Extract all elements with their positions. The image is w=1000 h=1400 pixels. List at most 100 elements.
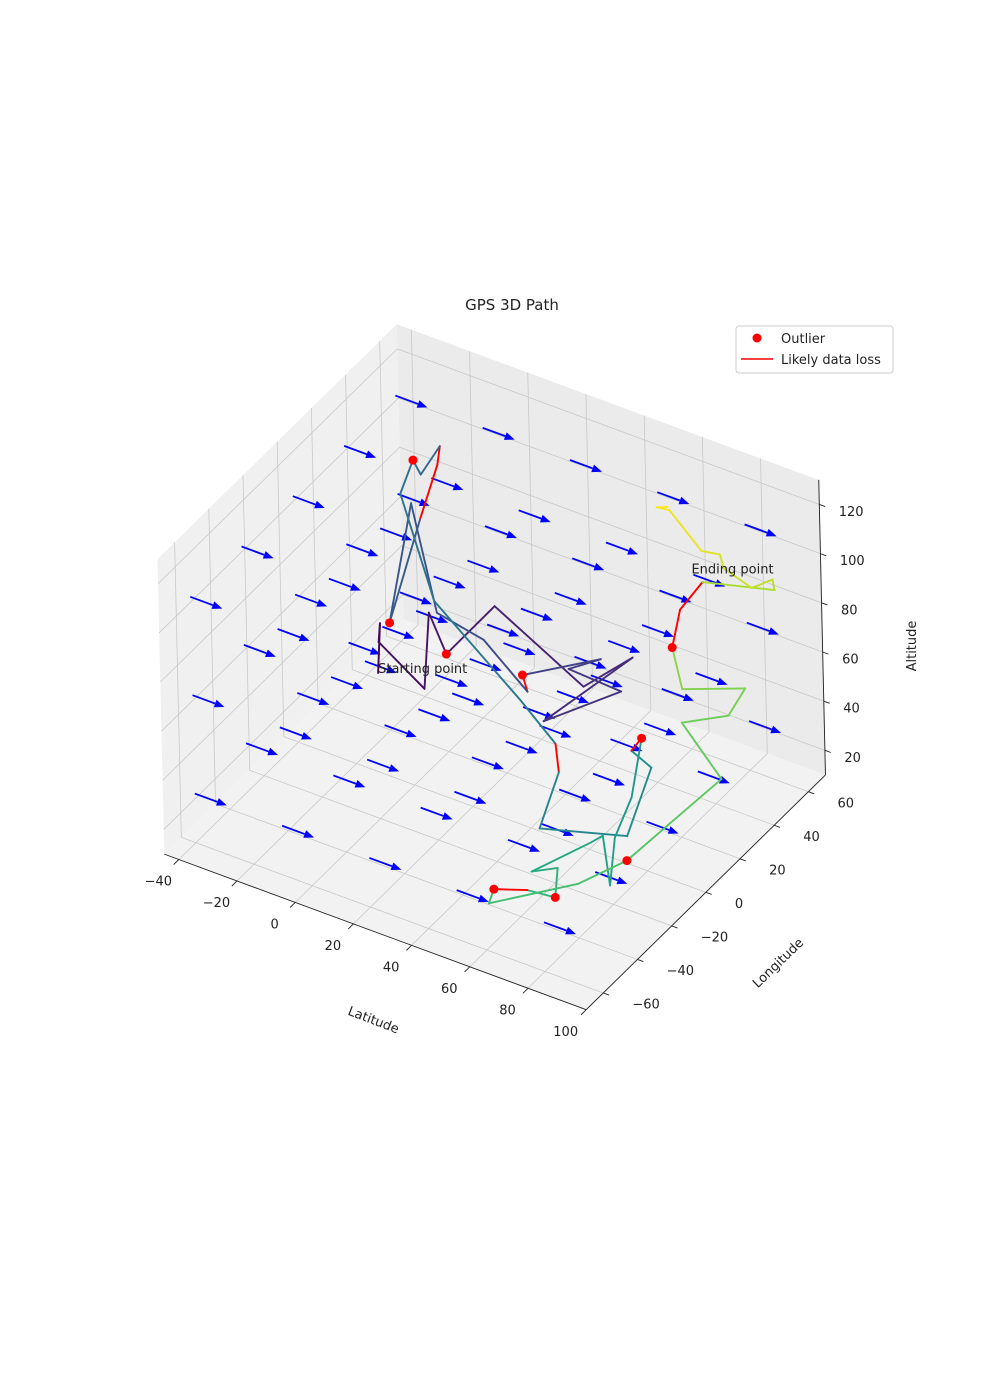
wind-arrow-head [386, 665, 397, 674]
wind-arrow-head [576, 597, 587, 605]
starting-point-annotation: Starting point [378, 662, 467, 677]
y-tick-label: −60 [632, 998, 659, 1013]
wind-arrow-head [716, 677, 728, 686]
wind-arrow-shaft [431, 477, 455, 488]
path-segment [681, 687, 747, 691]
z-axis-label: Altitude [905, 621, 920, 672]
wind-arrow-shaft [574, 655, 598, 666]
x-tick-label: 0 [271, 918, 279, 933]
wind-arrow-shaft [471, 756, 495, 767]
wind-arrow-head [503, 432, 515, 440]
tick-mark [821, 602, 828, 606]
wind-arrow-head [768, 627, 779, 635]
wind-arrow-head [578, 695, 589, 704]
path-segment [680, 714, 730, 724]
wind-arrow-head [441, 812, 453, 820]
wind-arrow-shaft [369, 857, 393, 868]
grid-line-x [527, 372, 535, 668]
wind-arrow-head [506, 530, 517, 539]
grid-line-z [157, 348, 398, 584]
wind-arrow-head [595, 661, 607, 669]
wind-arrow-shaft [661, 688, 685, 699]
axis-ticks: −40 −20 0 20 40 60 80 100 −60 −40 −20 0 20 40 60 20 40 60… [145, 504, 865, 1040]
wind-arrow-head [301, 732, 312, 740]
wind-arrow-shaft [569, 459, 593, 470]
wind-arrow-shaft [364, 660, 388, 671]
wind-arrow-head [580, 794, 592, 802]
wind-arrow-head [524, 647, 536, 656]
wind-arrow-head [388, 764, 400, 772]
path-segment [680, 721, 723, 781]
path-segment [630, 737, 643, 799]
z-tick-label: 80 [841, 603, 858, 618]
wind-arrow-shaft [520, 607, 544, 618]
wind-arrow-head [765, 528, 777, 537]
tick-mark [289, 902, 296, 908]
wind-arrow-head [416, 400, 428, 408]
grid-line-y [276, 441, 285, 737]
wind-arrow-head [593, 562, 605, 571]
grid-line-z [397, 348, 820, 505]
wind-arrow-head [627, 547, 638, 555]
wind-arrow-shaft [241, 545, 265, 556]
path-segment [493, 605, 585, 688]
wind-arrow-shaft [382, 625, 406, 636]
wind-arrow-head [405, 729, 417, 738]
wind-arrow-head [452, 482, 464, 491]
wind-arrow-shaft [539, 724, 563, 735]
x-tick-label: 80 [499, 1003, 516, 1018]
path-segment [668, 509, 703, 552]
wind-arrow-head [473, 698, 485, 706]
outlier-point [489, 884, 499, 894]
wind-arrow-shaft [695, 672, 719, 683]
wind-arrow-shaft [469, 658, 493, 669]
wind-arrow-head [542, 613, 553, 621]
path-segment [487, 882, 579, 905]
wind-arrow-shaft [746, 621, 770, 632]
tick-mark [173, 859, 180, 865]
path-segment [601, 834, 612, 887]
wind-arrow-shaft [333, 774, 357, 785]
tick-mark [580, 1009, 587, 1016]
wind-arrow-shaft [607, 639, 632, 651]
legend-outlier-marker [752, 333, 762, 343]
wind-arrow-shaft [194, 792, 218, 803]
grid-line-y [352, 669, 775, 826]
tick-mark [808, 791, 815, 795]
x-axis-label: Latitude [346, 1004, 401, 1037]
wind-arrow-head [314, 500, 325, 509]
path-segment [722, 567, 753, 589]
wind-arrow-shaft [366, 758, 391, 769]
outlier-markers [385, 455, 677, 902]
wind-arrow-shaft [456, 889, 480, 900]
wind-arrow-shaft [415, 610, 440, 621]
grid-line-x [643, 415, 652, 711]
wind-arrow-shaft [503, 642, 527, 653]
path-segment [701, 581, 776, 592]
path-segment [577, 859, 628, 885]
path-segment [542, 656, 634, 723]
path-segment [750, 578, 774, 589]
wind-arrow-shaft [605, 541, 629, 552]
gps-path [377, 445, 776, 905]
wind-arrow-shaft [451, 692, 476, 703]
wind-arrow-shaft [659, 589, 683, 600]
outlier-point [622, 856, 632, 866]
outlier-point [667, 643, 677, 653]
tick-mark [603, 992, 610, 996]
outlier-point [517, 670, 527, 680]
wind-arrow-head [367, 548, 379, 557]
path-segment [700, 550, 721, 556]
wind-arrow-head [488, 565, 500, 573]
grid-line-z [161, 496, 401, 732]
grid-line-z [400, 496, 823, 653]
wind-arrow-head [318, 697, 330, 705]
wind-arrow-shaft [592, 772, 616, 783]
grid-line-x [469, 351, 477, 647]
z-tick-label: 120 [839, 505, 864, 520]
path-segment [399, 492, 436, 602]
path-segment [377, 622, 381, 643]
wind-arrow-shaft [330, 676, 355, 687]
wind-arrow-head [529, 844, 540, 852]
path-segment [521, 658, 602, 676]
